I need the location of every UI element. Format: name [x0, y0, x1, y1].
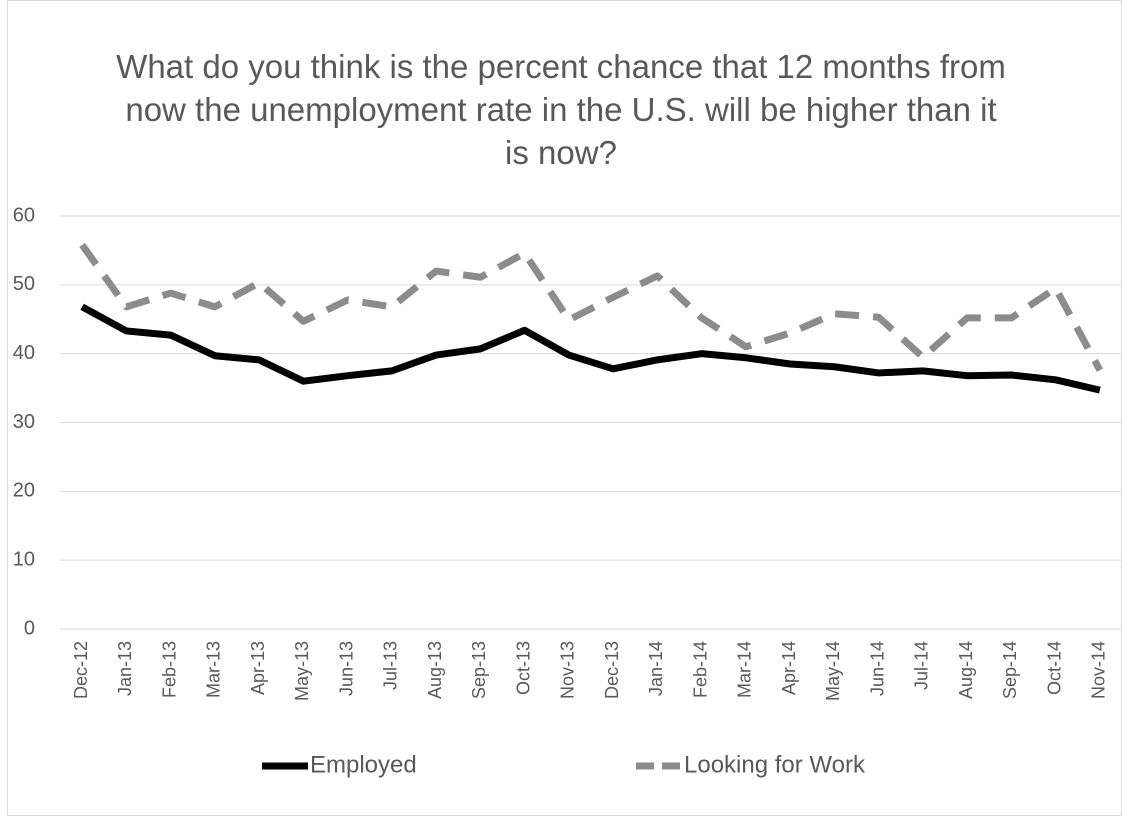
- x-tick-label: Jun-14: [867, 641, 887, 696]
- x-tick-label: Feb-14: [690, 641, 710, 698]
- x-tick-label: Dec-12: [71, 641, 91, 699]
- x-tick-label: Dec-13: [602, 641, 622, 699]
- x-tick-label: Jul-13: [381, 641, 401, 690]
- x-tick-label: Sep-13: [469, 641, 489, 699]
- line-series: [79, 242, 1103, 372]
- x-tick-label: May-13: [292, 641, 312, 701]
- x-tick-label: Jan-14: [646, 641, 666, 696]
- x-tick-label: Jan-13: [115, 641, 135, 696]
- y-tick-label: 20: [13, 480, 35, 502]
- x-tick-label: Apr-14: [779, 641, 799, 695]
- x-tick-label: Nov-13: [558, 641, 578, 699]
- x-tick-label: Aug-13: [425, 641, 445, 699]
- legend-label: Employed: [310, 751, 417, 778]
- chart-title: What do you think is the percent chance …: [116, 48, 1006, 171]
- x-tick-label: Nov-14: [1089, 641, 1109, 699]
- x-tick-label: Jul-14: [912, 641, 932, 690]
- line-series: [80, 303, 1101, 394]
- x-tick-label: Jun-13: [336, 641, 356, 696]
- x-tick-label: Mar-13: [204, 641, 224, 698]
- x-tick-label: Apr-13: [248, 641, 268, 695]
- y-tick-label: 30: [13, 411, 35, 433]
- y-tick-label: 40: [13, 342, 35, 364]
- y-tick-label: 60: [13, 204, 35, 226]
- x-tick-label: Mar-14: [735, 641, 755, 698]
- y-tick-label: 10: [13, 548, 35, 570]
- x-tick-label: Oct-13: [513, 641, 533, 695]
- x-tick-label: Oct-14: [1044, 641, 1064, 695]
- legend-label: Looking for Work: [684, 751, 866, 778]
- x-tick-label: Feb-13: [159, 641, 179, 698]
- y-tick-label: 50: [13, 273, 35, 295]
- x-tick-label: Aug-14: [956, 641, 976, 699]
- x-tick-label: May-14: [823, 641, 843, 701]
- y-tick-label: 0: [24, 617, 35, 639]
- x-tick-label: Sep-14: [1000, 641, 1020, 699]
